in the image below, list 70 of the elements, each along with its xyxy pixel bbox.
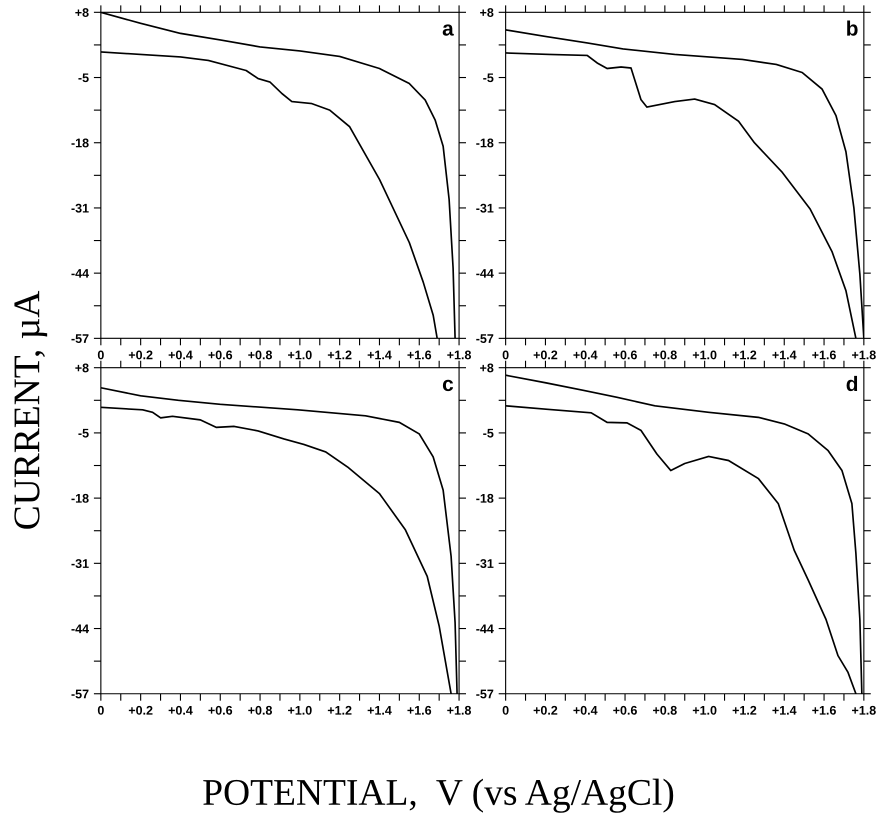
y-tick-label: -5 [483,73,494,82]
annotation: c [442,380,454,392]
x-tick-label: +1.8 [447,706,472,715]
x-tick-label: +1.2 [732,706,756,715]
annotation: a [442,24,454,36]
y-tick-label: -5 [78,73,89,82]
y-tick-label: -57 [71,690,88,698]
x-tick-label: +0.6 [613,350,637,360]
x-tick-label: +0.6 [613,706,637,715]
y-axis-title: CURRENT, µA [14,290,48,529]
x-tick-label: 0 [98,706,104,715]
y-tick-label: -5 [78,428,89,438]
y-tick-label: -18 [476,138,494,148]
y-tick-label: +8 [75,364,89,372]
y-tick-label: -57 [71,334,88,344]
x-axis-title: POTENTIAL, V (vs Ag/AgCl) [203,778,674,813]
x-tick-label: +1.6 [407,706,432,715]
x-tick-label: +1.0 [692,350,716,360]
x-tick-label: +1.2 [328,350,352,360]
x-tick-label: +1.2 [732,350,756,360]
x-tick-label: 0 [502,350,509,360]
y-tick-label: -57 [476,334,494,344]
x-tick-label: +0.4 [573,350,598,360]
y-tick-label: -44 [476,624,494,634]
x-tick-label: +0.8 [248,350,272,360]
x-tick-label: +0.2 [128,706,152,715]
y-tick-label: +8 [75,8,89,17]
x-tick-label: +0.2 [128,350,152,360]
x-tick-label: +1.8 [852,706,876,715]
x-tick-label: +1.8 [447,350,472,360]
x-tick-label: +1.8 [852,350,876,360]
x-tick-label: 0 [502,706,509,715]
x-tick-label: +1.4 [772,706,797,715]
y-tick-label: +8 [480,364,494,372]
x-tick-label: +0.8 [653,706,677,715]
x-tick-label: +0.2 [534,706,558,715]
x-tick-label: +0.6 [208,706,232,715]
y-tick-label: -44 [71,624,89,634]
x-tick-label: +0.4 [168,706,193,715]
x-tick-label: +0.4 [573,706,598,715]
x-tick-label: +1.6 [812,706,836,715]
y-tick-label: -31 [476,559,494,568]
y-tick-label: -57 [476,690,494,698]
y-tick-label: -44 [71,269,89,278]
x-tick-label: +0.8 [248,706,272,715]
y-tick-label: -31 [71,204,89,213]
x-tick-label: +0.8 [653,350,677,360]
y-tick-label: -18 [71,138,89,148]
x-tick-label: +1.4 [368,706,392,715]
annotation: d [846,376,858,392]
y-tick-label: -44 [476,269,494,278]
y-tick-label: -18 [476,494,494,503]
y-tick-label: +8 [480,8,494,17]
y-tick-label: -5 [483,428,494,438]
x-tick-label: +1.4 [368,350,392,360]
x-tick-label: +0.6 [208,350,232,360]
x-tick-label: +1.6 [812,350,836,360]
annotation: b [847,20,858,36]
x-tick-label: +1.4 [772,350,797,360]
x-tick-label: +1.0 [288,706,312,715]
x-tick-label: +1.2 [328,706,352,715]
x-tick-label: +1.6 [407,350,432,360]
x-tick-label: +1.0 [288,350,312,360]
y-tick-label: -31 [476,204,494,213]
y-tick-label: -18 [71,494,89,503]
x-tick-label: +0.2 [534,350,558,360]
x-tick-label: +0.4 [168,350,193,360]
x-tick-label: 0 [98,350,104,360]
y-tick-label: -31 [71,559,89,568]
x-tick-label: +1.0 [692,706,716,715]
